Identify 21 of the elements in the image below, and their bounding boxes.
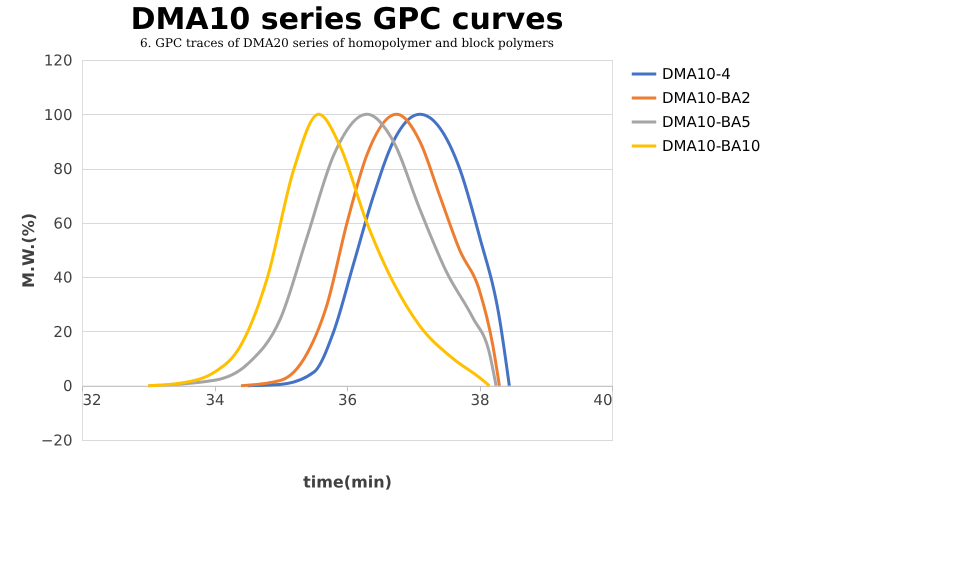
y-tick-label: 100 xyxy=(44,106,72,124)
legend-label: DMA10-BA2 xyxy=(662,89,751,107)
chart-title: DMA10 series GPC curves xyxy=(130,2,564,37)
y-tick-label: 80 xyxy=(53,160,72,178)
x-tick-label: 40 xyxy=(593,391,612,410)
y-axis-title: M.W.(%) xyxy=(18,212,38,288)
legend-label: DMA10-4 xyxy=(662,65,731,83)
y-tick-label: 20 xyxy=(53,322,72,341)
legend-label: DMA10-BA5 xyxy=(662,113,751,131)
y-tick-label: 60 xyxy=(53,214,72,232)
y-tick-label: 120 xyxy=(44,52,72,70)
x-axis-title: time(min) xyxy=(303,472,392,492)
y-tick-label: −20 xyxy=(40,432,72,450)
x-tick-label: 34 xyxy=(205,391,225,410)
y-tick-label: 40 xyxy=(53,268,72,287)
x-tick-label: 32 xyxy=(82,391,102,410)
text: 6. GPC traces of DMA20 series of homopolymer and block polymers xyxy=(140,36,554,50)
x-tick-label: 36 xyxy=(338,391,358,410)
y-tick-label: 0 xyxy=(62,377,72,396)
legend-label: DMA10-BA10 xyxy=(662,137,760,155)
x-tick-label: 38 xyxy=(470,391,490,410)
